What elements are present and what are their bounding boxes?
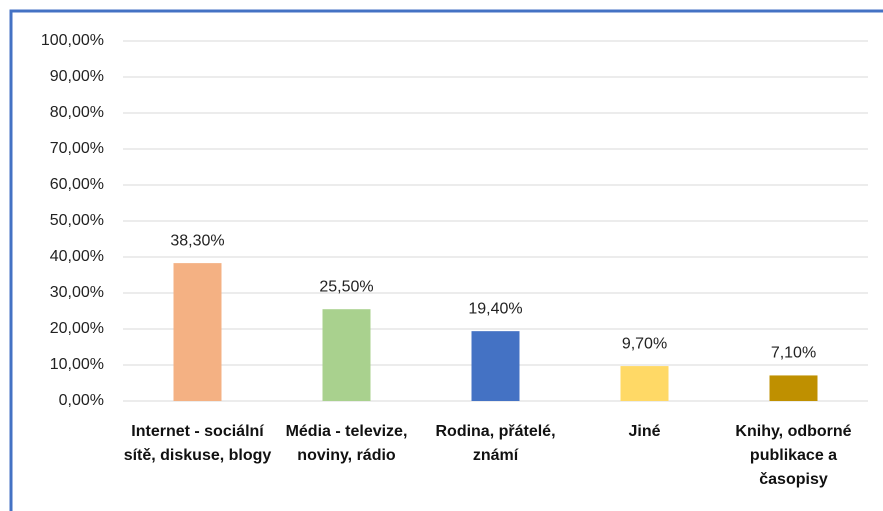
x-tick-label: Internet - sociální sítě, diskuse, blogy <box>123 423 272 464</box>
y-tick-label: 10,00% <box>50 356 104 373</box>
frame <box>9 9 883 511</box>
bar <box>471 331 520 401</box>
y-tick-label: 90,00% <box>50 68 104 85</box>
x-tick-label: Rodina, přátelé, známí <box>435 423 556 464</box>
bar <box>322 309 371 401</box>
data-label: 19,40% <box>468 300 522 317</box>
bar <box>173 263 222 401</box>
data-label: 9,70% <box>622 335 667 352</box>
x-tick-label: Média - televize, noviny, rádio <box>285 423 408 464</box>
y-tick-label: 50,00% <box>50 212 104 229</box>
bar <box>769 375 818 401</box>
data-label: 7,10% <box>771 345 816 362</box>
x-tick-label: Jiné <box>628 423 661 440</box>
y-tick-label: 20,00% <box>50 320 104 337</box>
y-tick-label: 100,00% <box>41 32 104 49</box>
data-label: 25,50% <box>319 278 373 295</box>
y-tick-label: 60,00% <box>50 176 104 193</box>
y-tick-label: 0,00% <box>59 392 104 409</box>
bar <box>620 366 669 401</box>
y-tick-label: 80,00% <box>50 104 104 121</box>
data-label: 38,30% <box>170 232 224 249</box>
x-tick-label: Knihy, odborné publikace a časopisy <box>735 423 852 488</box>
y-tick-label: 30,00% <box>50 284 104 301</box>
y-tick-label: 70,00% <box>50 140 104 157</box>
y-tick-label: 40,00% <box>50 248 104 265</box>
